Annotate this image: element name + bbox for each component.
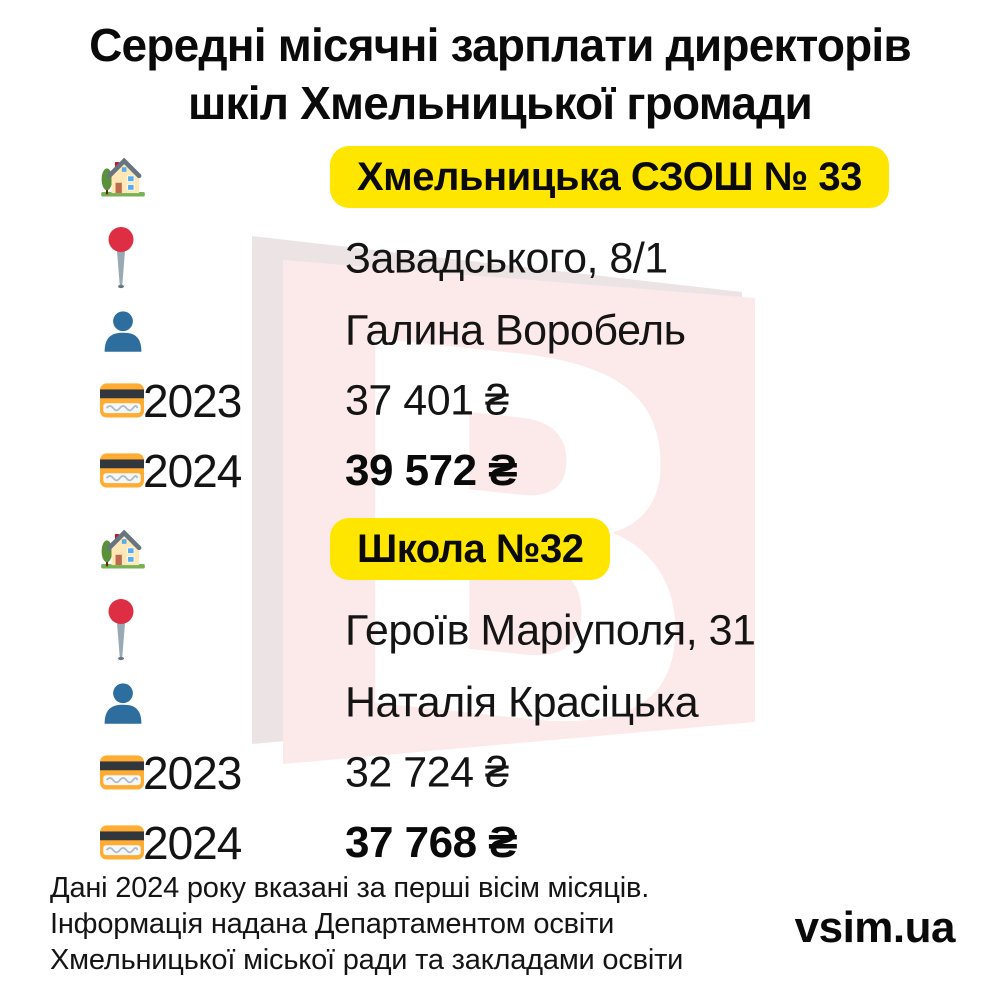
footer-note-line1: Дані 2024 року вказані за перші вісім мі… [50,872,650,904]
house-with-garden-icon [101,157,145,197]
footer-note: Дані 2024 року вказані за перші вісім мі… [50,870,683,978]
salary-2023-value: 37 401 ₴ [345,376,509,425]
round-pushpin-icon [108,227,134,289]
school-block-2: Школа №32 Героїв Маріуполя, 31 Наталія К… [0,518,1000,878]
year-label-2024: 2024 [143,817,242,869]
credit-card-icon [100,453,144,488]
director-name: Галина Воробель [345,306,686,355]
salary-2023-row: 2023 32 724 ₴ [0,742,1000,804]
credit-card-icon [100,825,144,860]
salary-2024-row: 2024 39 572 ₴ [0,440,1000,502]
watermark-pink-square [283,260,755,764]
page-title-line2: шкіл Хмельницької громади [187,77,813,129]
salary-2024-row: 2024 37 768 ₴ [0,812,1000,874]
director-name: Наталія Красіцька [345,678,699,727]
person-silhouette-icon [104,311,142,352]
salary-2023-value: 32 724 ₴ [345,748,509,797]
school-address-row: Героїв Маріуполя, 31 [0,599,1000,662]
page-title: Середні місячні зарплати директорів шкіл… [0,16,1000,132]
school-name-highlight: Школа №32 [330,518,611,580]
footer-note-line2: Інформація надана Департаментом освіти [50,908,615,940]
school-name-row: Школа №32 [0,518,1000,580]
year-label-2023: 2023 [143,747,242,799]
house-with-garden-icon [101,529,145,569]
salary-2024-value: 37 768 ₴ [345,818,518,867]
school-block-1: Хмельницька СЗОШ № 33 Завадського, 8/1 Г… [0,146,1000,506]
school-name: Хмельницька СЗОШ № 33 [357,154,862,199]
person-silhouette-icon [104,683,142,724]
year-label-2024: 2024 [143,445,242,497]
school-address: Героїв Маріуполя, 31 [345,606,756,655]
school-name: Школа №32 [357,526,584,571]
credit-card-icon [100,383,144,418]
footer-note-line3: Хмельницької міської ради та закладами о… [50,944,684,976]
credit-card-icon [100,755,144,790]
school-name-highlight: Хмельницька СЗОШ № 33 [330,146,889,208]
page-title-line1: Середні місячні зарплати директорів [89,19,912,71]
year-label-2023: 2023 [143,375,242,427]
round-pushpin-icon [108,599,134,661]
salary-2023-row: 2023 37 401 ₴ [0,370,1000,432]
school-address: Завадського, 8/1 [345,234,668,283]
school-director-row: Наталія Красіцька [0,672,1000,734]
school-address-row: Завадського, 8/1 [0,227,1000,290]
salary-2024-value: 39 572 ₴ [345,446,518,495]
school-director-row: Галина Воробель [0,300,1000,362]
school-name-row: Хмельницька СЗОШ № 33 [0,146,1000,208]
brand-logo-text: vsim.ua [794,903,956,952]
